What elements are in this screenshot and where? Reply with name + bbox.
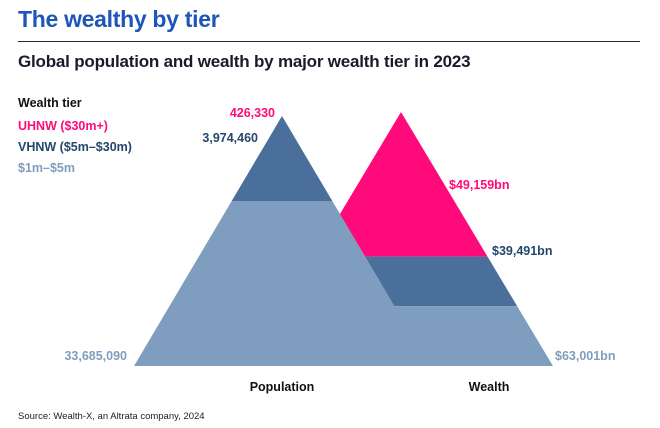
chart-subtitle: Global population and wealth by major we… [18,52,471,71]
population-segment-base [134,200,430,366]
category-label-wealth: Wealth [469,380,510,394]
label-population-base: 33,685,090 [64,349,127,363]
category-label-population: Population [250,380,315,394]
wealth-segment-uhnw [314,112,488,257]
legend-item-uhnw: UHNW ($30m+) [18,119,108,133]
source-note: Source: Wealth-X, an Altrata company, 20… [18,411,205,422]
population-segment-uhnw [266,116,298,143]
label-population-vhnw: 3,974,460 [202,131,258,145]
title-divider [18,41,640,42]
legend-item-vhnw: VHNW ($5m–$30m) [18,140,132,154]
legend-title: Wealth tier [18,96,82,110]
label-wealth-base: $63,001bn [555,349,615,363]
population-segment-vhnw [231,142,333,201]
label-wealth-uhnw: $49,159bn [449,178,509,192]
label-wealth-vhnw: $39,491bn [492,244,552,258]
legend: Wealth tier UHNW ($30m+) VHNW ($5m–$30m)… [18,96,132,182]
legend-item-base: $1m–$5m [18,161,75,175]
label-population-uhnw: 426,330 [230,106,275,120]
page-title: The wealthy by tier [18,6,220,32]
